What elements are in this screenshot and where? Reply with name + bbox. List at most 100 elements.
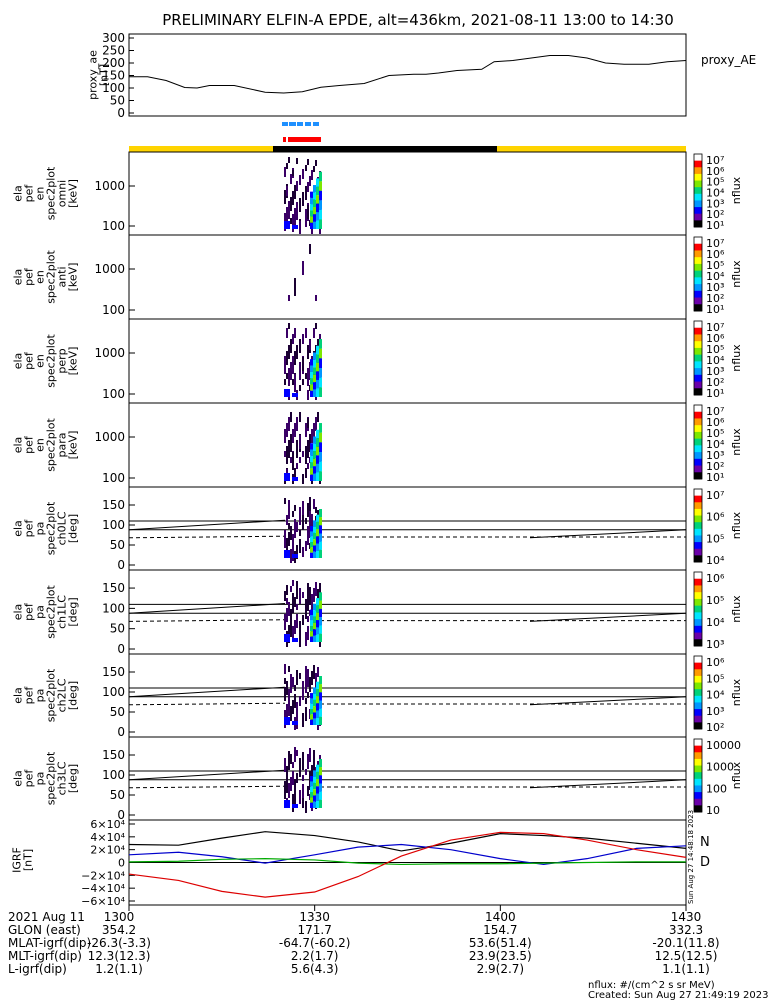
flux-bin	[319, 775, 322, 784]
flux-bin	[309, 677, 311, 691]
flux-bin	[310, 631, 313, 637]
flux-bin	[316, 195, 321, 204]
flux-bin	[313, 776, 317, 783]
y-axis-label-line: pef	[23, 769, 36, 788]
y-tick-label: 150	[102, 498, 125, 512]
panel-frame	[128, 486, 687, 571]
flux-bin	[319, 219, 322, 229]
loss-cone-line	[529, 612, 687, 622]
flux-bin	[294, 779, 296, 789]
flux-bin	[313, 532, 317, 540]
y-tick-label: 100	[102, 601, 125, 615]
flux-bin	[316, 688, 321, 697]
y-tick-label: 150	[102, 665, 125, 679]
flux-bin	[284, 781, 286, 799]
colorbar-tick-label: 10⁶	[706, 511, 725, 524]
flux-bin	[307, 345, 309, 359]
flux-bin	[290, 777, 292, 791]
flux-bin	[302, 752, 304, 770]
flux-bin	[316, 220, 321, 229]
colorbar-label-group: nflux	[730, 678, 743, 706]
flux-bin	[313, 551, 317, 558]
flux-bin	[302, 501, 304, 519]
y-axis-label-line: [keV]	[67, 431, 80, 460]
flux-bin	[305, 468, 307, 478]
flux-bin	[284, 498, 286, 504]
flux-bin	[319, 692, 322, 701]
flux-bin	[296, 202, 298, 220]
y-tick-label: 100	[102, 685, 125, 699]
flux-bin	[313, 499, 315, 509]
flux-bin	[284, 614, 286, 628]
flux-bin	[302, 784, 304, 798]
flux-bin	[292, 477, 298, 481]
flux-bin	[310, 536, 313, 543]
flux-bin	[292, 626, 294, 640]
y-tick-label: 1000	[94, 179, 125, 193]
colorbar-tick-label: 10²	[706, 721, 724, 734]
colorbar-swatch	[694, 508, 702, 517]
flux-bin	[315, 673, 317, 683]
colorbar-tick-label: 10000	[706, 739, 741, 752]
colorbar-swatch	[694, 572, 702, 580]
flux-bin	[310, 384, 313, 391]
colorbar-swatch	[694, 632, 702, 640]
segment-yellow	[497, 146, 686, 152]
flux-bin	[316, 536, 321, 544]
y-axis-label-line: pef	[23, 519, 36, 538]
flux-bin	[319, 608, 322, 618]
flux-bin	[296, 702, 298, 712]
flux-bin	[310, 609, 313, 615]
colorbar-tick-label: 10⁷	[706, 405, 724, 418]
panel-frame	[128, 569, 687, 655]
colorbar-tick-label: 10³	[706, 281, 724, 294]
colorbar-tick-label: 10¹	[706, 471, 724, 484]
flux-bin	[299, 758, 301, 776]
flux-bin	[288, 440, 290, 458]
y-tick-label: 100	[102, 219, 125, 233]
flux-bin	[316, 521, 321, 530]
colorbar-tick-label: 10⁵	[706, 343, 724, 356]
flux-bin	[313, 750, 315, 760]
panel-frame	[128, 318, 687, 404]
colorbar-tick-label: 10⁷	[706, 489, 724, 502]
flux-bin	[292, 762, 294, 768]
flux-bin	[288, 689, 290, 699]
colorbar-tick-label: 10⁷	[706, 237, 724, 250]
flux-bin	[286, 373, 288, 379]
colorbar-label: nflux	[730, 761, 743, 789]
flux-bin	[296, 750, 298, 756]
flux-bin	[319, 471, 322, 481]
flux-bin	[292, 700, 294, 714]
colorbar-swatch	[694, 327, 702, 335]
spectrogram-panels: 1000100elapefenspec2plotomni[keV]1000100…	[12, 151, 687, 488]
flux-bin	[319, 423, 322, 433]
flux-bin	[290, 174, 292, 184]
flux-bin	[294, 788, 296, 806]
colorbar-swatch	[694, 639, 702, 647]
flux-bin	[292, 393, 298, 397]
colorbar-swatch	[694, 765, 702, 773]
colorbar-frame	[693, 236, 703, 312]
flux-bin	[294, 351, 296, 365]
colorbar-tick-label: 10⁵	[706, 176, 724, 189]
colorbar-swatch	[694, 321, 702, 329]
flux-bin	[296, 545, 298, 559]
y-tick-label: 0	[117, 106, 125, 120]
igrf-panel: 6×10⁴4×10⁴2×10⁴0−2×10⁴−4×10⁴−6×10⁴IGRF[n…	[11, 810, 711, 908]
flux-bin	[302, 592, 304, 598]
y-tick-label: 1000	[94, 262, 125, 276]
y-tick-label: 50	[110, 705, 125, 719]
flux-bin	[290, 218, 292, 224]
flux-bin	[286, 351, 288, 365]
ephemeris-cell: 2.2(1.7)	[291, 949, 339, 963]
colorbar-swatch	[694, 250, 702, 258]
flux-bin	[307, 418, 309, 428]
flux-bin	[307, 626, 309, 640]
colorbar-swatch	[694, 495, 702, 503]
colorbar-swatch	[694, 675, 702, 684]
flux-bin	[302, 334, 304, 344]
